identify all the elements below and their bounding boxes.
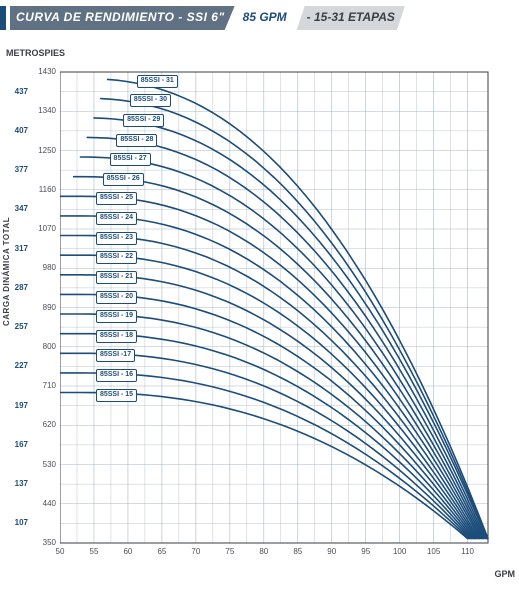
y-tick-pies: 890 (34, 303, 56, 312)
curve-label: 85SSI - 23 (96, 232, 137, 245)
curve-label: 85SSI - 25 (96, 192, 137, 205)
header-accent (0, 6, 6, 30)
y-tick-pies: 1070 (34, 224, 56, 233)
x-tick: 65 (152, 547, 172, 556)
curve-label: 85SSI - 26 (103, 173, 144, 186)
y-axis-label-pies: PIES (45, 48, 66, 58)
x-tick: 90 (322, 547, 342, 556)
x-tick: 80 (254, 547, 274, 556)
y-tick-pies: 530 (34, 460, 56, 469)
y-tick-pies: 350 (34, 538, 56, 547)
curve-label: 85SSI - 22 (96, 251, 137, 264)
x-tick: 70 (186, 547, 206, 556)
y-tick-metros: 437 (6, 87, 28, 96)
y-tick-metros: 287 (6, 283, 28, 292)
y-tick-pies: 800 (34, 342, 56, 351)
y-tick-metros: 347 (6, 204, 28, 213)
chart-title: CURVA DE RENDIMIENTO - SSI 6" (10, 6, 235, 30)
curve-label: 85SSI - 20 (96, 291, 137, 304)
y-axis-headers: METROS PIES (6, 48, 65, 58)
y-tick-metros: 167 (6, 440, 28, 449)
y-axis-title: CARGA DINÁMICA TOTAL (2, 217, 11, 326)
y-tick-pies: 440 (34, 499, 56, 508)
curve-label: 85SSI - 19 (96, 310, 137, 323)
curve-label: 85SSI - 27 (110, 153, 151, 166)
y-tick-metros: 407 (6, 126, 28, 135)
x-tick: 100 (390, 547, 410, 556)
curve-label: 85SSI - 29 (123, 114, 164, 127)
curve-label: 85SSI - 24 (96, 212, 137, 225)
curve-label: 85SSI -17 (96, 349, 135, 362)
chart-header: CURVA DE RENDIMIENTO - SSI 6" 85 GPM - 1… (0, 6, 519, 30)
x-tick: 50 (50, 547, 70, 556)
x-tick: 85 (288, 547, 308, 556)
x-tick: 75 (220, 547, 240, 556)
x-tick: 60 (118, 547, 138, 556)
y-tick-pies: 1340 (34, 106, 56, 115)
y-tick-pies: 1430 (34, 67, 56, 76)
y-tick-pies: 1160 (34, 185, 56, 194)
x-tick: 110 (458, 547, 478, 556)
y-tick-metros: 377 (6, 165, 28, 174)
y-tick-pies: 710 (34, 381, 56, 390)
y-tick-metros: 257 (6, 322, 28, 331)
y-axis-label-metros: METROS (6, 48, 36, 58)
chart-subtitle-stages: - 15-31 ETAPAS (297, 6, 405, 30)
curve-label: 85SSI - 21 (96, 271, 137, 284)
x-tick: 95 (356, 547, 376, 556)
x-axis-unit: GPM (494, 569, 515, 579)
curve-label: 85SSI - 28 (116, 134, 157, 147)
y-tick-metros: 317 (6, 244, 28, 253)
chart-plot: CARGA DINÁMICA TOTAL 85SSI - 1585SSI - 1… (60, 66, 500, 561)
y-tick-pies: 980 (34, 263, 56, 272)
curve-label: 85SSI - 18 (96, 330, 137, 343)
curve-label: 85SSI - 30 (130, 94, 171, 107)
chart-subtitle-gpm: 85 GPM (235, 6, 295, 30)
curve-label: 85SSI - 31 (137, 75, 178, 88)
y-tick-metros: 137 (6, 479, 28, 488)
curve-label: 85SSI - 15 (96, 389, 137, 402)
x-tick: 105 (424, 547, 444, 556)
y-tick-metros: 197 (6, 401, 28, 410)
y-tick-metros: 227 (6, 361, 28, 370)
y-tick-pies: 1250 (34, 146, 56, 155)
y-tick-pies: 620 (34, 420, 56, 429)
curve-label: 85SSI - 16 (96, 369, 137, 382)
y-tick-metros: 107 (6, 518, 28, 527)
x-tick: 55 (84, 547, 104, 556)
